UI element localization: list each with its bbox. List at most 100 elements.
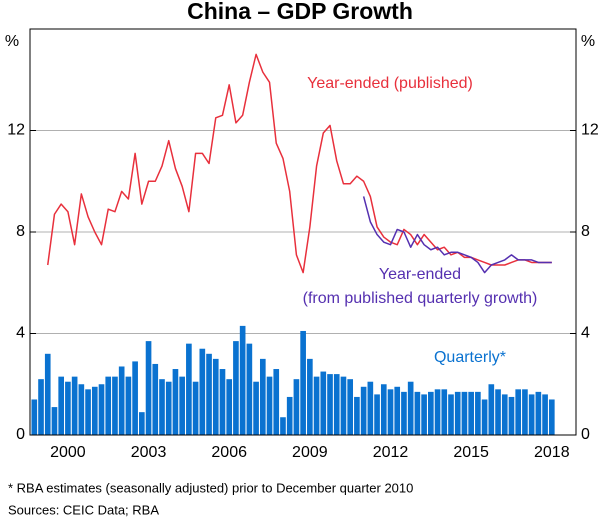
bar	[226, 379, 233, 435]
bar	[528, 394, 535, 435]
bar	[387, 389, 394, 435]
bar	[374, 394, 380, 435]
bar	[91, 386, 98, 435]
bar	[65, 381, 71, 435]
bar	[38, 379, 44, 435]
line	[46, 53, 552, 274]
bar	[233, 341, 239, 435]
y-unit-label: %	[5, 33, 19, 50]
bar	[152, 363, 159, 435]
bar	[132, 361, 138, 435]
series-label-line: (from published quarterly growth)	[303, 290, 538, 307]
bar	[367, 381, 374, 435]
bar	[259, 358, 266, 435]
bar	[333, 374, 340, 435]
bar	[186, 343, 192, 435]
bar	[192, 381, 199, 435]
bar	[434, 389, 441, 435]
y2-tick-label: 0	[581, 426, 590, 443]
bar	[495, 389, 501, 435]
bar	[428, 391, 434, 435]
y2-tick-label: 8	[581, 223, 590, 240]
bar	[273, 369, 280, 435]
bar	[206, 353, 212, 435]
bar	[414, 391, 421, 435]
bar	[535, 391, 542, 435]
bar	[454, 391, 461, 435]
series-label: Year-ended (from published quarterly grow…	[303, 266, 538, 307]
bar	[354, 396, 360, 435]
x-tick-label: 2000	[50, 444, 86, 461]
bar	[85, 389, 91, 435]
source-note: Sources: CEIC Data; RBA	[8, 502, 159, 517]
bar	[125, 376, 132, 435]
x-tick-label: 2006	[211, 444, 247, 461]
bar	[139, 412, 145, 435]
bar	[246, 343, 253, 435]
bar	[448, 394, 454, 435]
bar	[98, 384, 105, 435]
bar	[44, 353, 51, 435]
bar	[468, 391, 474, 435]
bar	[51, 407, 58, 435]
x-tick-label: 2012	[373, 444, 409, 461]
bar	[515, 389, 522, 435]
bar	[105, 376, 112, 435]
bar	[347, 379, 354, 435]
series-label-line: Year-ended	[379, 266, 461, 283]
bar	[179, 376, 185, 435]
bar	[212, 358, 219, 435]
bar	[280, 417, 286, 435]
bar	[118, 366, 125, 435]
bar	[219, 369, 226, 435]
bar	[394, 386, 401, 435]
bar	[407, 381, 414, 435]
x-tick-label: 2003	[131, 444, 167, 461]
bar	[78, 384, 85, 435]
y2-tick-label: 4	[581, 325, 590, 342]
bar	[340, 376, 347, 435]
plot-frame	[29, 28, 577, 436]
y2-tick-label: 12	[581, 122, 599, 139]
x-tick-label: 2015	[453, 444, 489, 461]
bar	[31, 399, 38, 435]
bar	[441, 389, 448, 435]
bar	[481, 399, 488, 435]
bar	[307, 358, 313, 435]
bar	[522, 389, 528, 435]
bar	[421, 394, 427, 435]
chart-title: China – GDP Growth	[187, 0, 413, 24]
bar	[300, 330, 306, 435]
bar	[199, 348, 206, 435]
bar	[327, 374, 333, 435]
bar	[172, 369, 179, 435]
bar	[145, 341, 152, 435]
bar	[360, 386, 367, 435]
bar	[253, 381, 259, 435]
bar	[488, 384, 495, 435]
bar	[165, 381, 172, 435]
bar	[542, 394, 548, 435]
bar	[58, 376, 65, 435]
bar	[266, 376, 273, 435]
y-tick-label: 4	[16, 325, 25, 342]
bar	[501, 394, 508, 435]
footnote: * RBA estimates (seasonally adjusted) pr…	[8, 480, 413, 495]
y-tick-label: 12	[7, 122, 25, 139]
bar	[286, 396, 293, 435]
bar	[461, 391, 468, 435]
bar	[71, 376, 78, 435]
bar	[313, 376, 320, 435]
series-label: Quarterly*	[434, 349, 506, 366]
bar	[159, 379, 165, 435]
bar	[293, 379, 300, 435]
bar	[475, 391, 481, 435]
x-tick-label: 2009	[292, 444, 328, 461]
series-label: Year-ended (published)	[307, 75, 473, 92]
y2-unit-label: %	[581, 33, 595, 50]
y-tick-label: 8	[16, 223, 25, 240]
bar	[548, 399, 555, 435]
bar	[112, 376, 118, 435]
bar	[508, 396, 515, 435]
